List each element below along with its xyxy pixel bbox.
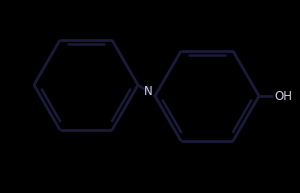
Text: OH: OH: [274, 90, 292, 102]
Text: N: N: [144, 85, 153, 98]
